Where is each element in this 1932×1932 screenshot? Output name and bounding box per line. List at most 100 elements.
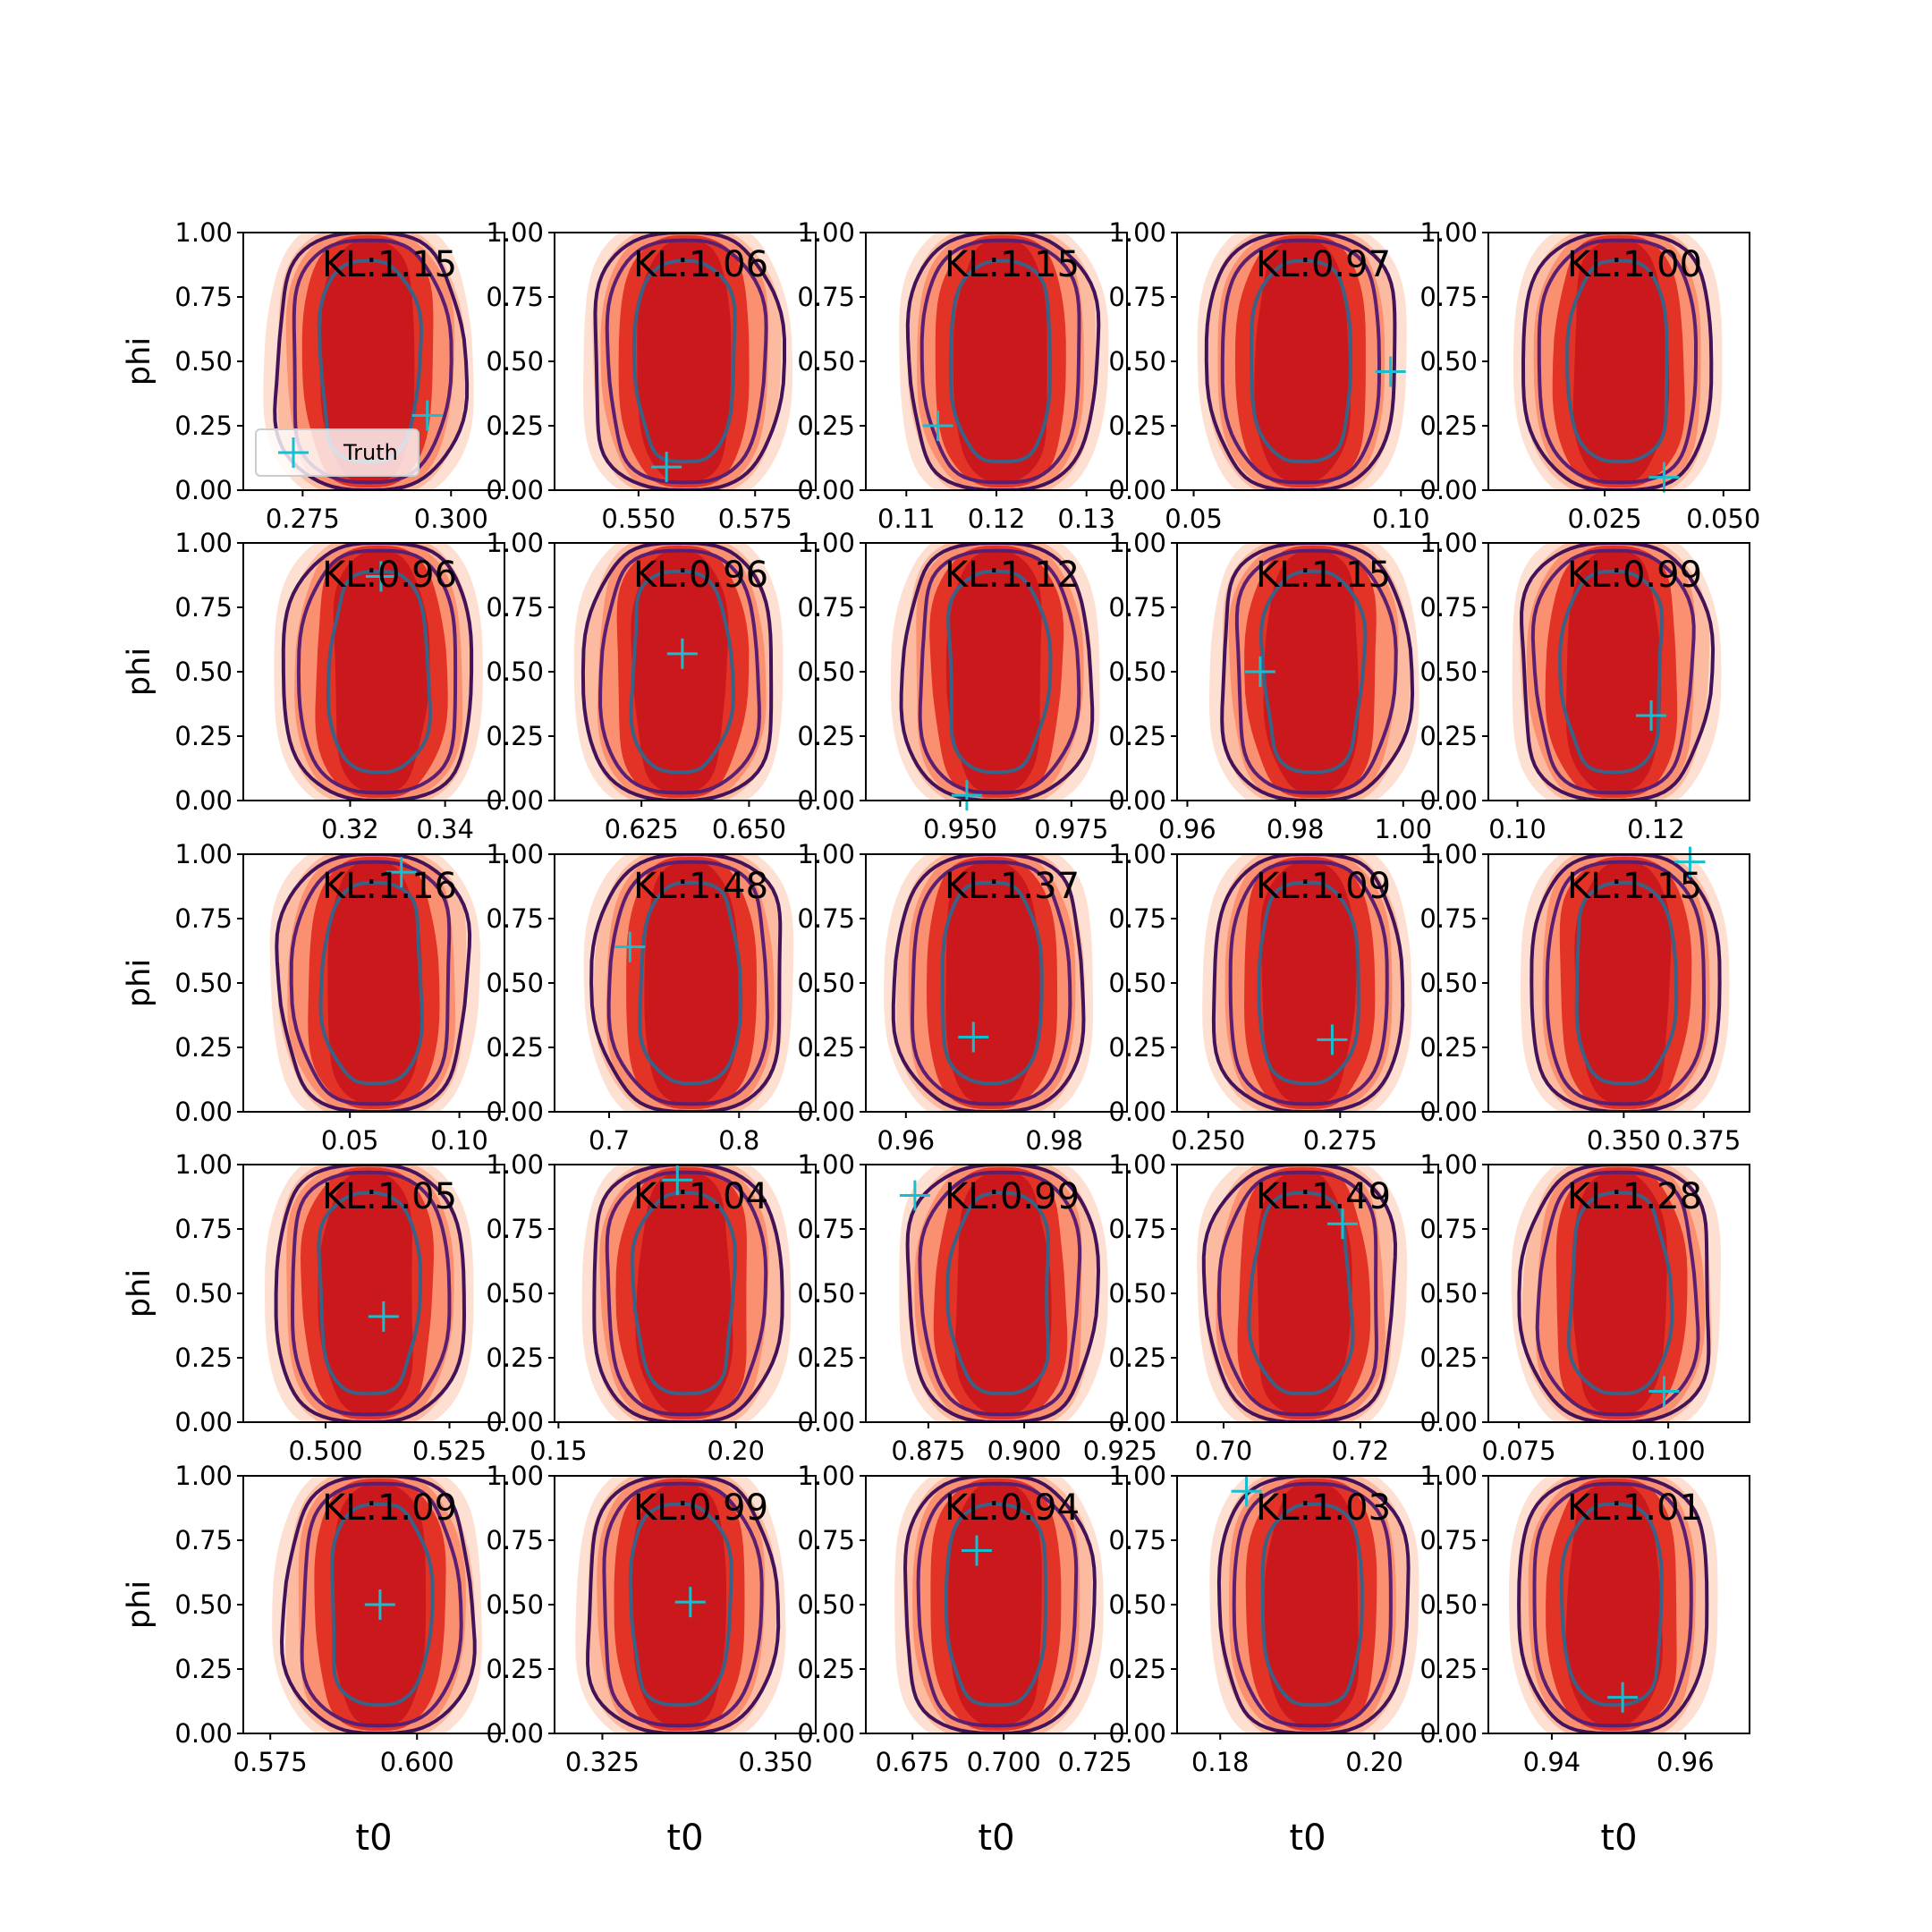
contour-inner [630, 1191, 738, 1396]
contour-outer [1211, 854, 1405, 1112]
y-tick-label: 1.00 [174, 1461, 233, 1491]
truth-marker [899, 1180, 930, 1211]
kl-annotation: KL:1.37 [945, 866, 1080, 907]
x-tick-label: 0.350 [1587, 1125, 1661, 1156]
x-tick-label: 0.10 [1372, 504, 1430, 534]
y-tick-label: 0.75 [174, 903, 233, 934]
contour-outer [592, 1165, 784, 1422]
y-tick-label: 0.00 [486, 1718, 544, 1749]
x-tick-label: 0.12 [968, 504, 1026, 534]
y-tick-label: 0.50 [797, 346, 855, 377]
y-tick-label: 0.00 [1108, 785, 1166, 816]
density-fill-4 [1565, 1483, 1663, 1726]
subplot-4-3: 0.00 0.25 0.50 0.75 1.00 0.875 0.900 0.925 KL:0.… [797, 1149, 1157, 1466]
y-tick-label: 0.00 [1419, 475, 1478, 505]
truth-marker [662, 1165, 693, 1196]
density-fill-4 [945, 550, 1042, 793]
x-tick-label: 1.00 [1374, 814, 1432, 844]
y-axis-label: phi [122, 648, 157, 696]
y-axis-label: phi [122, 1580, 157, 1629]
contour-mid [1532, 1481, 1693, 1728]
y-tick-label: 1.00 [1419, 839, 1478, 869]
x-tick-label: 0.025 [1568, 504, 1642, 534]
kl-annotation: KL:1.05 [322, 1176, 457, 1217]
y-tick-label: 0.75 [797, 903, 855, 934]
truth-marker [1244, 657, 1275, 687]
density-fill-4 [333, 550, 430, 793]
density-2-2 [573, 543, 784, 801]
x-tick-label: 0.10 [430, 1125, 488, 1156]
density-1-5 [1513, 233, 1723, 490]
y-tick-label: 0.50 [174, 1589, 233, 1620]
x-axis-label: t0 [1600, 1818, 1637, 1859]
subplot-3-2: 0.00 0.25 0.50 0.75 1.00 0.7 0.8 KL:1.48 [486, 839, 817, 1156]
contour-mid [602, 1481, 764, 1728]
x-axis-label: t0 [666, 1818, 703, 1859]
y-tick-label: 1.00 [1419, 1461, 1478, 1491]
density-fill-4 [953, 240, 1047, 483]
x-tick-label: 0.250 [1171, 1125, 1245, 1156]
y-tick-label: 0.50 [486, 657, 544, 687]
y-tick-label: 0.75 [797, 1214, 855, 1244]
contour-outer [589, 854, 783, 1112]
y-tick-label: 0.75 [1419, 1525, 1478, 1555]
y-tick-label: 0.25 [797, 1343, 855, 1373]
density-fill-4 [635, 1172, 733, 1415]
y-tick-label: 0.25 [486, 1032, 544, 1063]
contour-mid [598, 548, 761, 795]
y-tick-label: 0.00 [174, 1718, 233, 1749]
truth-marker [674, 1587, 706, 1618]
subplot-4-1: 0.00 0.25 0.50 0.75 1.00 0.500 0.525 KL:1.05 phi [122, 1149, 505, 1466]
y-tick-label: 0.00 [174, 475, 233, 505]
density-5-4 [1209, 1476, 1419, 1733]
truth-marker [958, 1021, 989, 1053]
y-tick-label: 0.75 [797, 1525, 855, 1555]
density-fill-4 [318, 1172, 413, 1415]
truth-marker [411, 400, 443, 431]
y-tick-label: 0.25 [486, 1343, 544, 1373]
x-tick-label: 0.950 [923, 814, 997, 844]
contour-inner [1565, 258, 1669, 464]
y-tick-label: 0.75 [797, 282, 855, 312]
contour-outer [580, 543, 774, 801]
y-tick-label: 0.00 [797, 475, 855, 505]
y-tick-label: 1.00 [1108, 1149, 1166, 1180]
y-tick-label: 0.75 [1419, 592, 1478, 623]
y-tick-label: 1.00 [174, 839, 233, 869]
contour-mid [919, 238, 1081, 485]
kl-annotation: KL:0.97 [1256, 244, 1391, 285]
y-tick-label: 1.00 [174, 217, 233, 248]
y-tick-label: 0.00 [1108, 1407, 1166, 1437]
y-tick-label: 0.75 [1108, 1525, 1166, 1555]
x-tick-label: 0.050 [1686, 504, 1760, 534]
truth-marker [651, 452, 682, 483]
density-fill-4 [631, 1483, 726, 1726]
kl-annotation: KL:1.28 [1567, 1176, 1702, 1217]
y-tick-label: 0.25 [797, 721, 855, 751]
contour-mid [1216, 1170, 1378, 1417]
subplot-5-5: 0.00 0.25 0.50 0.75 1.00 0.94 0.96 KL:1.01 [1419, 1461, 1750, 1777]
truth-marker [951, 780, 982, 811]
contour-outer [593, 233, 786, 490]
y-tick-label: 0.00 [1419, 1097, 1478, 1127]
y-tick-label: 0.00 [797, 1097, 855, 1127]
y-tick-label: 0.50 [797, 968, 855, 998]
density-1-1 [263, 233, 474, 490]
density-3-1 [269, 854, 480, 1112]
y-tick-label: 0.00 [174, 785, 233, 816]
x-tick-label: 0.94 [1523, 1747, 1581, 1777]
x-tick-label: 0.20 [707, 1436, 765, 1466]
y-tick-label: 0.75 [1108, 282, 1166, 312]
y-tick-label: 1.00 [797, 217, 855, 248]
y-axis-label: phi [122, 959, 157, 1007]
x-tick-label: 0.675 [876, 1747, 950, 1777]
contour-mid [296, 548, 458, 795]
subplot-2-1: 0.00 0.25 0.50 0.75 1.00 0.32 0.34 KL:0.96 phi [122, 528, 505, 844]
y-tick-label: 1.00 [174, 1149, 233, 1180]
y-tick-label: 0.00 [174, 1407, 233, 1437]
y-tick-label: 1.00 [1108, 217, 1166, 248]
truth-marker [1636, 699, 1667, 731]
contour-mid [1232, 1481, 1393, 1728]
y-tick-label: 1.00 [486, 217, 544, 248]
density-fill-4 [637, 240, 732, 483]
